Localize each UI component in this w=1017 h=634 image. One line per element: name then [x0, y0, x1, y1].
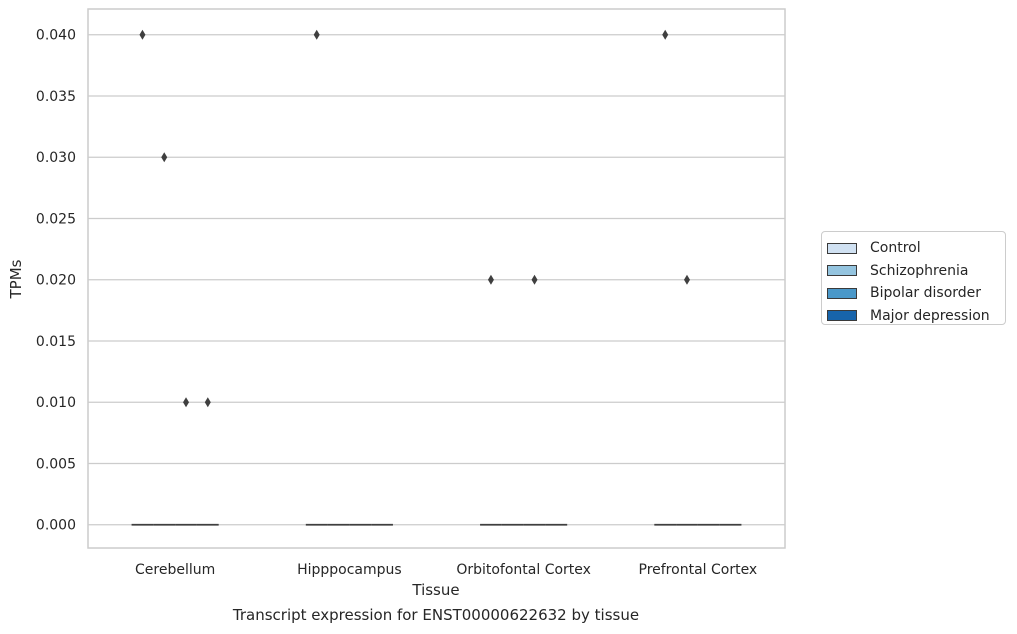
legend-swatch — [827, 287, 857, 299]
legend-item: Schizophrenia — [827, 260, 1005, 283]
chart-caption: Transcript expression for ENST0000062263… — [232, 606, 640, 624]
legend-item: Major depression — [827, 305, 1005, 328]
outlier-point — [183, 397, 190, 408]
legend-label: Schizophrenia — [870, 262, 969, 279]
outlier-point — [662, 29, 669, 40]
y-tick-label: 0.035 — [36, 89, 76, 105]
outlier-point — [683, 274, 690, 285]
y-tick-label: 0.010 — [36, 395, 76, 411]
y-axis-label: TPMs — [7, 259, 25, 299]
legend-label: Bipolar disorder — [870, 285, 982, 302]
y-tick-label: 0.015 — [36, 334, 76, 350]
outlier-point — [204, 397, 211, 408]
legend-swatch — [827, 310, 857, 322]
x-tick-label: Prefrontal Cortex — [639, 562, 758, 578]
y-tick-label: 0.005 — [36, 456, 76, 472]
y-tick-label: 0.000 — [36, 518, 76, 534]
y-tick-label: 0.020 — [36, 273, 76, 289]
legend-label: Major depression — [870, 307, 990, 324]
x-tick-label: Orbitofontal Cortex — [456, 562, 591, 578]
outlier-point — [313, 29, 320, 40]
legend-item: Control — [827, 237, 1005, 260]
y-tick-label: 0.040 — [36, 28, 76, 44]
legend: Control Schizophrenia Bipolar disorder M… — [821, 231, 1006, 325]
y-tick-labels: 0.000 0.005 0.010 0.015 0.020 0.025 0.030 0.035… — [36, 28, 76, 534]
x-tick-labels: Cerebellum Hipppocampus Orbitofontal Corte… — [135, 562, 757, 578]
outlier-point — [139, 29, 146, 40]
legend-label: Control — [870, 240, 921, 257]
plot-frame — [87, 8, 786, 549]
y-tick-label: 0.030 — [36, 150, 76, 166]
outlier-point — [487, 274, 494, 285]
x-axis-label: Tissue — [411, 581, 459, 599]
legend-swatch — [827, 242, 857, 254]
x-tick-label: Hipppocampus — [297, 562, 402, 578]
outlier-point — [161, 152, 168, 163]
y-tick-label: 0.025 — [36, 211, 76, 227]
outlier-points — [139, 29, 690, 408]
legend-item: Bipolar disorder — [827, 282, 1005, 305]
gridlines — [88, 34, 785, 526]
legend-swatch — [827, 265, 857, 277]
outlier-point — [531, 274, 538, 285]
x-tick-label: Cerebellum — [135, 562, 215, 578]
